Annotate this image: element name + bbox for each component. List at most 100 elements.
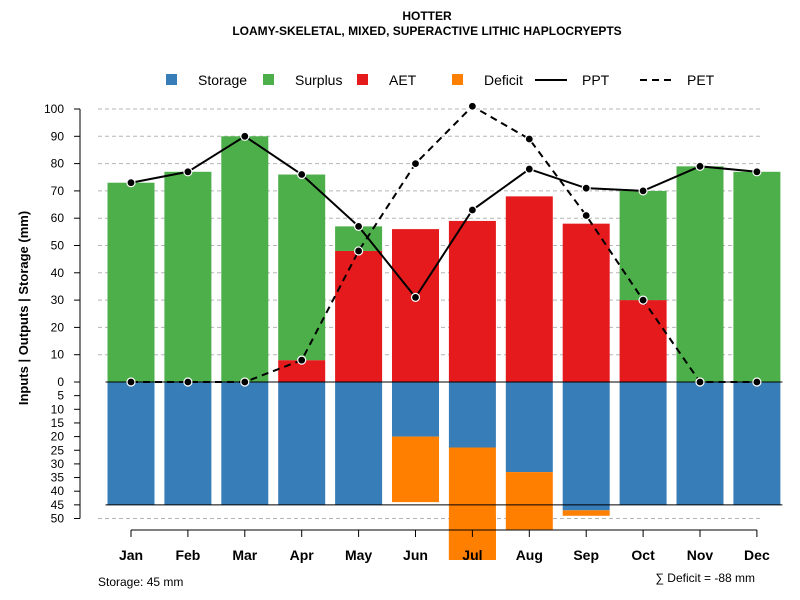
legend-swatch-aet bbox=[357, 74, 368, 85]
bar-aet-aug bbox=[505, 196, 553, 382]
point-pet-apr bbox=[297, 355, 307, 365]
y-tick-label-lower-30: 30 bbox=[51, 457, 65, 471]
legend-label-surplus: Surplus bbox=[295, 72, 342, 88]
bar-storage-jul bbox=[448, 382, 496, 448]
point-ppt-jan bbox=[126, 178, 136, 188]
point-pet-dec bbox=[752, 377, 762, 387]
axes: 0102030405060708090100510152025303540455… bbox=[44, 102, 783, 563]
line-pet bbox=[131, 105, 757, 383]
point-ppt-sep bbox=[581, 183, 591, 193]
y-tick-label-50: 50 bbox=[51, 239, 65, 253]
y-axis-label: Inputs | Outputs | Storage (mm) bbox=[16, 211, 31, 405]
bar-storage-jan bbox=[107, 382, 155, 505]
legend-label-aet: AET bbox=[389, 72, 417, 88]
bar-storage-feb bbox=[164, 382, 212, 505]
bar-storage-apr bbox=[278, 382, 326, 505]
point-pet-feb bbox=[183, 377, 193, 387]
point-pet-jun bbox=[410, 159, 421, 169]
bar-storage-oct bbox=[619, 382, 667, 505]
point-ppt-jun bbox=[410, 292, 421, 302]
y-tick-label-lower-40: 40 bbox=[51, 484, 65, 498]
point-pet-jan bbox=[126, 377, 136, 387]
y-tick-label-lower-20: 20 bbox=[51, 430, 65, 444]
y-tick-label-90: 90 bbox=[51, 129, 65, 143]
point-ppt-mar bbox=[240, 131, 250, 141]
y-tick-label-100: 100 bbox=[44, 102, 64, 116]
bar-deficit-jul bbox=[448, 447, 496, 560]
x-tick-label-feb: Feb bbox=[175, 547, 200, 563]
bar-surplus-mar bbox=[221, 136, 269, 382]
point-ppt-dec bbox=[752, 167, 762, 177]
x-tick-label-sep: Sep bbox=[573, 547, 599, 563]
bar-surplus-feb bbox=[164, 171, 212, 382]
x-tick-label-dec: Dec bbox=[744, 547, 770, 563]
y-tick-label-lower-35: 35 bbox=[51, 471, 65, 485]
legend-swatch-storage bbox=[166, 74, 177, 85]
point-pet-oct bbox=[638, 295, 648, 305]
legend-label-deficit: Deficit bbox=[484, 72, 523, 88]
x-tick-label-jun: Jun bbox=[403, 547, 428, 563]
y-tick-label-lower-10: 10 bbox=[51, 402, 65, 416]
bar-aet-may bbox=[335, 250, 383, 382]
chart-subtitle: LOAMY-SKELETAL, MIXED, SUPERACTIVE LITHI… bbox=[232, 24, 621, 38]
legend-label-storage: Storage bbox=[198, 72, 247, 88]
point-ppt-jul bbox=[467, 205, 477, 215]
y-tick-label-10: 10 bbox=[51, 348, 65, 362]
y-tick-label-lower-25: 25 bbox=[51, 443, 65, 457]
chart-title: HOTTER bbox=[402, 9, 452, 23]
y-tick-label-lower-45: 45 bbox=[51, 498, 65, 512]
point-pet-nov bbox=[695, 377, 705, 387]
x-tick-label-oct: Oct bbox=[631, 547, 655, 563]
x-tick-label-nov: Nov bbox=[687, 547, 714, 563]
point-ppt-nov bbox=[695, 161, 705, 171]
legend-label-ppt: PPT bbox=[582, 72, 610, 88]
y-tick-label-40: 40 bbox=[51, 266, 65, 280]
bar-surplus-jan bbox=[107, 182, 155, 382]
point-pet-may bbox=[354, 246, 364, 256]
deficit-note: ∑ Deficit = -88 mm bbox=[655, 571, 755, 585]
point-ppt-feb bbox=[183, 167, 193, 177]
bar-deficit-aug bbox=[505, 472, 553, 530]
y-tick-label-70: 70 bbox=[51, 184, 65, 198]
y-tick-label-0: 0 bbox=[57, 375, 64, 389]
point-ppt-may bbox=[354, 221, 364, 231]
bar-aet-oct bbox=[619, 300, 667, 382]
bar-storage-mar bbox=[221, 382, 269, 505]
point-pet-mar bbox=[240, 377, 250, 387]
bar-storage-jun bbox=[392, 382, 439, 437]
y-tick-label-lower-15: 15 bbox=[51, 416, 65, 430]
y-tick-label-20: 20 bbox=[51, 320, 65, 334]
y-tick-label-lower-50: 50 bbox=[51, 512, 65, 526]
point-ppt-oct bbox=[638, 186, 648, 196]
x-tick-label-aug: Aug bbox=[516, 547, 543, 563]
point-ppt-apr bbox=[297, 169, 307, 180]
bar-aet-sep bbox=[562, 223, 610, 382]
storage-note: Storage: 45 mm bbox=[98, 575, 183, 589]
point-ppt-aug bbox=[524, 164, 534, 174]
bar-deficit-sep bbox=[562, 510, 610, 516]
x-tick-label-jan: Jan bbox=[119, 547, 143, 563]
x-tick-label-mar: Mar bbox=[232, 547, 257, 563]
bar-surplus-apr bbox=[278, 174, 326, 361]
bar-surplus-oct bbox=[619, 190, 667, 301]
y-tick-label-80: 80 bbox=[51, 157, 65, 171]
y-tick-label-30: 30 bbox=[51, 293, 65, 307]
legend-swatch-deficit bbox=[452, 74, 463, 85]
point-pet-aug bbox=[524, 134, 534, 144]
bar-deficit-jun bbox=[392, 436, 439, 503]
y-tick-label-60: 60 bbox=[51, 211, 65, 225]
point-pet-jul bbox=[467, 101, 477, 111]
x-tick-label-apr: Apr bbox=[290, 547, 315, 563]
line-ppt bbox=[130, 135, 757, 300]
bar-storage-dec bbox=[733, 382, 781, 505]
bar-storage-nov bbox=[676, 382, 724, 505]
x-tick-label-may: May bbox=[345, 547, 372, 563]
bar-surplus-dec bbox=[733, 171, 781, 382]
bar-storage-aug bbox=[505, 382, 553, 473]
legend-swatch-surplus bbox=[263, 74, 274, 85]
bar-aet-jun bbox=[392, 229, 439, 382]
chart-legend: Storage Surplus AET Deficit PPT PET bbox=[166, 72, 715, 88]
bar-aet-jul bbox=[448, 220, 496, 382]
legend-label-pet: PET bbox=[687, 72, 715, 88]
